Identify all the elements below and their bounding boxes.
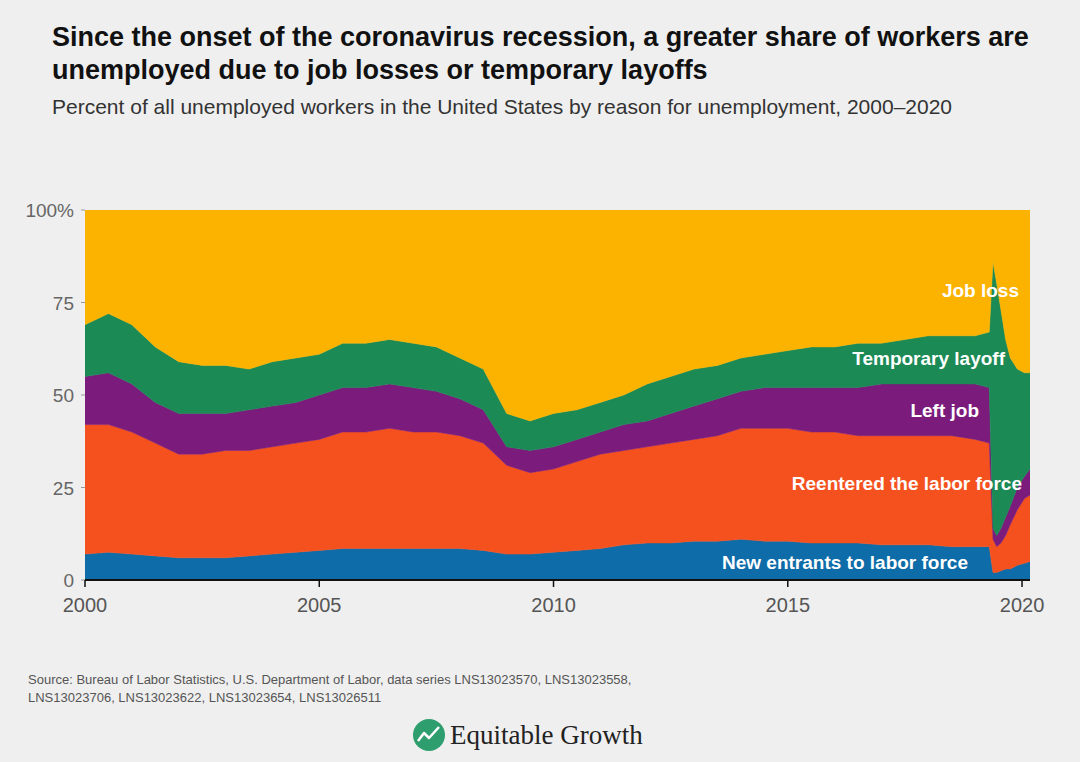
chart: Since the onset of the coronavirus reces… <box>0 0 1080 762</box>
x-tick-label: 2015 <box>766 594 811 616</box>
y-tick-label: 100% <box>25 200 74 221</box>
credit: Equitable Growth <box>450 720 643 750</box>
series-label: Reentered the labor force <box>792 473 1022 494</box>
y-tick <box>81 487 85 488</box>
x-tick-label: 2005 <box>297 594 342 616</box>
x-tick <box>84 580 86 587</box>
x-tick-label: 2000 <box>63 594 108 616</box>
x-tick-label: 2020 <box>1000 594 1045 616</box>
y-tick <box>81 302 85 303</box>
series-label: New entrants to labor force <box>722 552 968 573</box>
y-tick-label: 75 <box>53 293 74 314</box>
x-axis <box>85 579 1030 581</box>
x-tick <box>787 580 789 587</box>
logo <box>413 719 445 751</box>
y-tick <box>81 210 85 211</box>
y-tick-label: 0 <box>63 570 74 591</box>
series-label: Temporary layoff <box>852 348 1005 369</box>
x-tick <box>1021 580 1023 587</box>
title: Since the onset of the coronavirus reces… <box>52 22 1029 85</box>
x-tick <box>319 580 321 587</box>
subtitle: Percent of all unemployed workers in the… <box>52 95 952 118</box>
source: Source: Bureau of Labor Statistics, U.S.… <box>28 672 631 705</box>
y-tick-label: 25 <box>53 478 74 499</box>
background <box>0 0 1080 762</box>
x-tick-label: 2010 <box>531 594 576 616</box>
y-tick <box>81 395 85 396</box>
area <box>85 210 1030 421</box>
series-label: Job loss <box>942 280 1019 301</box>
areas <box>85 210 1030 580</box>
y-tick-label: 50 <box>53 385 74 406</box>
series-label: Left job <box>910 400 979 421</box>
x-tick <box>553 580 555 587</box>
